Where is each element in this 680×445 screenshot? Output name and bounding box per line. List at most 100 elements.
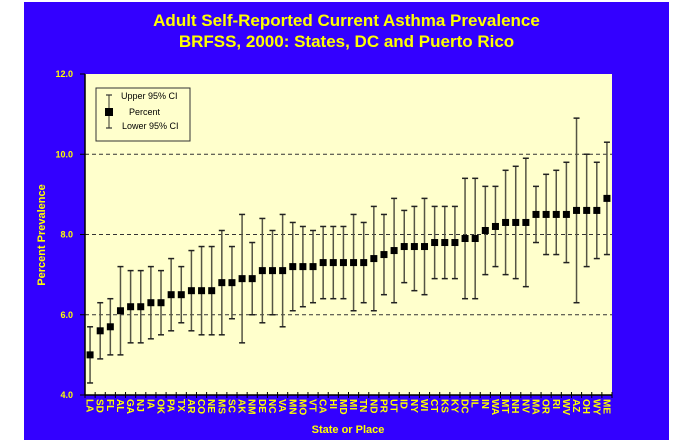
x-tick-label: IL [469, 399, 480, 408]
point-NY [410, 243, 418, 251]
chart-title-block: Adult Self-Reported Current Asthma Preva… [24, 10, 669, 52]
x-tick-label: RI [550, 399, 561, 409]
point-IA [147, 299, 155, 307]
x-tick-label: NJ [134, 399, 145, 412]
x-tick-label: UT [388, 399, 399, 412]
point-NE [208, 287, 216, 295]
point-MT [502, 218, 510, 226]
point-MI [350, 259, 358, 267]
point-GA [127, 303, 135, 311]
point-FL [106, 323, 114, 331]
y-tick-label: 8.0 [60, 230, 73, 240]
point-AL [116, 307, 124, 315]
x-tick-label: HI [327, 399, 338, 409]
point-RI [552, 210, 560, 218]
x-tick-label: LA [84, 399, 95, 412]
x-tick-label: IN [479, 399, 490, 409]
point-NJ [137, 303, 145, 311]
x-tick-label: OK [155, 399, 166, 415]
point-NV [522, 218, 530, 226]
x-tick-label: WA [489, 399, 500, 415]
x-tick-label: SD [94, 399, 105, 413]
point-MA [532, 210, 540, 218]
x-tick-label: AR [185, 399, 196, 414]
x-axis: LA SD FL AL GA NJ IA OK PA TX AR CO NE MS SC AK NM DE NC VA… [84, 392, 613, 415]
x-tick-label: SC [225, 399, 236, 413]
x-tick-label: DE [256, 399, 267, 413]
point-UT [390, 247, 398, 255]
legend-lower-label: Lower 95% CI [122, 121, 179, 131]
point-AZ [573, 206, 581, 214]
point-TN [360, 259, 368, 267]
x-tick-label: ID [398, 399, 409, 409]
x-tick-label: FL [104, 399, 115, 411]
x-tick-label: NC [266, 399, 277, 413]
x-tick-label: MI [347, 399, 358, 410]
point-OH [583, 206, 591, 214]
legend-percent-label: Percent [129, 107, 161, 117]
x-tick-label: MD [337, 399, 348, 415]
legend-square-marker-icon [105, 108, 113, 116]
point-MN [289, 263, 297, 271]
x-tick-label: ND [367, 399, 378, 413]
x-tick-label: VA [276, 399, 287, 412]
x-tick-label: VT [307, 399, 318, 412]
point-HI [329, 259, 337, 267]
point-NM [248, 275, 256, 283]
point-DC [461, 235, 469, 243]
chart-title: Adult Self-Reported Current Asthma Preva… [153, 11, 540, 30]
x-tick-label: AL [114, 399, 125, 412]
point-KY [451, 239, 459, 247]
data-marks [86, 117, 611, 384]
x-tick-label: MS [215, 399, 226, 414]
x-tick-label: IA [144, 399, 155, 409]
point-VT [309, 263, 317, 271]
legend-upper-label: Upper 95% CI [121, 91, 178, 101]
x-tick-label: NM [246, 399, 257, 415]
x-tick-label: NV [519, 399, 530, 413]
x-tick-label: WY [590, 399, 601, 415]
x-tick-label: MO [296, 399, 307, 415]
point-OR [542, 210, 550, 218]
x-tick-label: TN [357, 399, 368, 412]
point-PR [380, 251, 388, 259]
x-tick-label: NY [408, 399, 419, 413]
point-SD [96, 327, 104, 335]
point-CO [198, 287, 206, 295]
point-CT [431, 239, 439, 247]
x-tick-label: OH [580, 399, 591, 414]
point-NC [268, 267, 276, 275]
point-SC [228, 279, 236, 287]
x-tick-label: CA [317, 399, 328, 413]
point-WA [491, 222, 499, 230]
point-LA [86, 351, 94, 359]
point-WY [593, 206, 601, 214]
x-tick-label: MA [529, 399, 540, 415]
x-tick-label: WI [418, 399, 429, 411]
point-OK [157, 299, 165, 307]
x-tick-label: MN [286, 399, 297, 415]
y-tick-label: 6.0 [60, 310, 73, 320]
x-tick-label: MT [499, 399, 510, 413]
point-NH [512, 218, 520, 226]
x-tick-label: WV [560, 399, 571, 415]
legend-box [95, 87, 191, 142]
point-KS [441, 239, 449, 247]
x-tick-label: NH [509, 399, 520, 413]
y-tick-label: 4.0 [60, 390, 73, 400]
y-axis: 4.0 6.0 8.0 10.0 12.0 [55, 69, 86, 400]
x-tick-label: AK [236, 399, 247, 414]
point-IN [481, 226, 489, 234]
point-MD [339, 259, 347, 267]
point-CA [319, 259, 327, 267]
x-tick-label: CT [428, 399, 439, 412]
point-WI [421, 243, 429, 251]
x-tick-label: AZ [570, 399, 581, 412]
point-DE [258, 267, 266, 275]
point-IL [471, 235, 479, 243]
x-tick-label: ME [600, 399, 611, 414]
point-AR [187, 287, 195, 295]
point-PA [167, 291, 175, 299]
point-VA [279, 267, 287, 275]
